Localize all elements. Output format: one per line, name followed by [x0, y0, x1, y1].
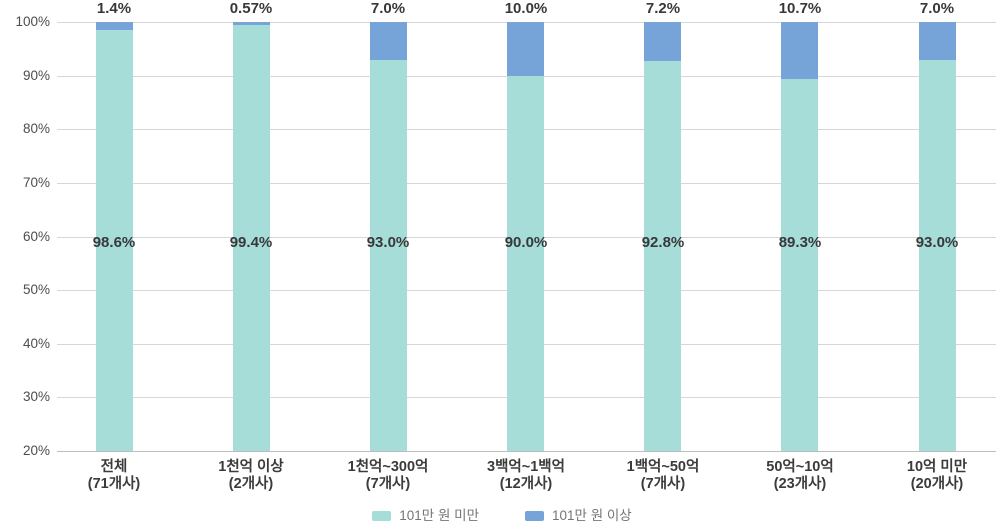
bar-segment-below-101 [233, 25, 270, 451]
legend-label: 101만 원 미만 [399, 508, 479, 523]
category-name: 1천억~300억 [347, 459, 429, 475]
legend-swatch-below-101 [372, 511, 392, 521]
bar-value-label-above-101: 7.0% [370, 0, 406, 17]
y-axis-tick-label: 70% [22, 175, 50, 190]
category-count: (7개사) [640, 476, 686, 492]
bar-value-label-below-101: 98.6% [92, 234, 136, 251]
y-axis-tick-label: 100% [15, 14, 50, 29]
bar-segment-below-101 [370, 60, 407, 451]
bar-segment-above-101 [233, 22, 270, 25]
bar-segment-below-101 [781, 79, 818, 451]
bar-value-label-above-101: 7.0% [919, 0, 955, 17]
bar-value-label-below-101: 90.0% [504, 234, 548, 251]
category-count: (2개사) [228, 476, 274, 492]
y-axis-tick-label: 20% [22, 443, 50, 458]
legend-label: 101만 원 이상 [552, 508, 632, 523]
bar-segment-below-101 [919, 60, 956, 451]
x-axis-category-label: 1천억~300억 (7개사) [320, 459, 456, 493]
x-axis-category-label: 50억~10억 (23개사) [732, 459, 868, 493]
bar-segment-above-101 [507, 22, 544, 76]
x-axis-category-label: 전체 (71개사) [46, 459, 182, 493]
x-axis-line [57, 451, 996, 452]
x-axis-category-label: 3백억~1백억 (12개사) [458, 459, 594, 493]
y-axis-tick-label: 40% [22, 336, 50, 351]
category-count: (23개사) [773, 476, 827, 492]
chart-legend: 101만 원 미만 101만 원 이상 [0, 508, 1004, 524]
y-axis-tick-label: 50% [22, 282, 50, 297]
legend-item: 101만 원 미만 [372, 508, 479, 524]
bar-segment-below-101 [96, 30, 133, 451]
bar-value-label-above-101: 1.4% [96, 0, 132, 17]
bar-value-label-below-101: 93.0% [366, 234, 410, 251]
bar-value-label-below-101: 93.0% [915, 234, 959, 251]
category-count: (12개사) [499, 476, 553, 492]
x-axis-category-label: 1백억~50억 (7개사) [595, 459, 731, 493]
category-count: (7개사) [365, 476, 411, 492]
category-name: 10억 미만 [906, 459, 968, 475]
category-name: 3백억~1백억 [487, 459, 565, 475]
category-count: (20개사) [910, 476, 964, 492]
y-axis-tick-label: 60% [22, 229, 50, 244]
y-axis-tick-label: 90% [22, 68, 50, 83]
bar-segment-below-101 [644, 61, 681, 451]
bar-value-label-below-101: 92.8% [641, 234, 685, 251]
bar-value-label-above-101: 10.7% [778, 0, 822, 17]
y-axis-tick-label: 30% [22, 389, 50, 404]
bar-segment-above-101 [781, 22, 818, 79]
category-name: 1천억 이상 [218, 459, 284, 475]
category-count: (71개사) [87, 476, 141, 492]
bar-value-label-above-101: 10.0% [504, 0, 548, 17]
legend-swatch-above-101 [525, 511, 544, 521]
bar-value-label-above-101: 7.2% [645, 0, 681, 17]
category-name: 50억~10억 [766, 459, 834, 475]
bar-value-label-below-101: 99.4% [229, 234, 273, 251]
category-name: 전체 [100, 459, 128, 475]
x-axis-category-label: 10억 미만 (20개사) [869, 459, 1004, 493]
bar-segment-below-101 [507, 76, 544, 451]
legend-item: 101만 원 이상 [525, 508, 632, 524]
bar-segment-above-101 [370, 22, 407, 60]
category-name: 1백억~50억 [626, 459, 700, 475]
bar-segment-above-101 [919, 22, 956, 60]
bar-segment-above-101 [644, 22, 681, 61]
bar-value-label-below-101: 89.3% [778, 234, 822, 251]
bar-segment-above-101 [96, 22, 133, 30]
bar-value-label-above-101: 0.57% [229, 0, 273, 17]
y-axis-tick-label: 80% [22, 121, 50, 136]
x-axis-category-label: 1천억 이상 (2개사) [183, 459, 319, 493]
